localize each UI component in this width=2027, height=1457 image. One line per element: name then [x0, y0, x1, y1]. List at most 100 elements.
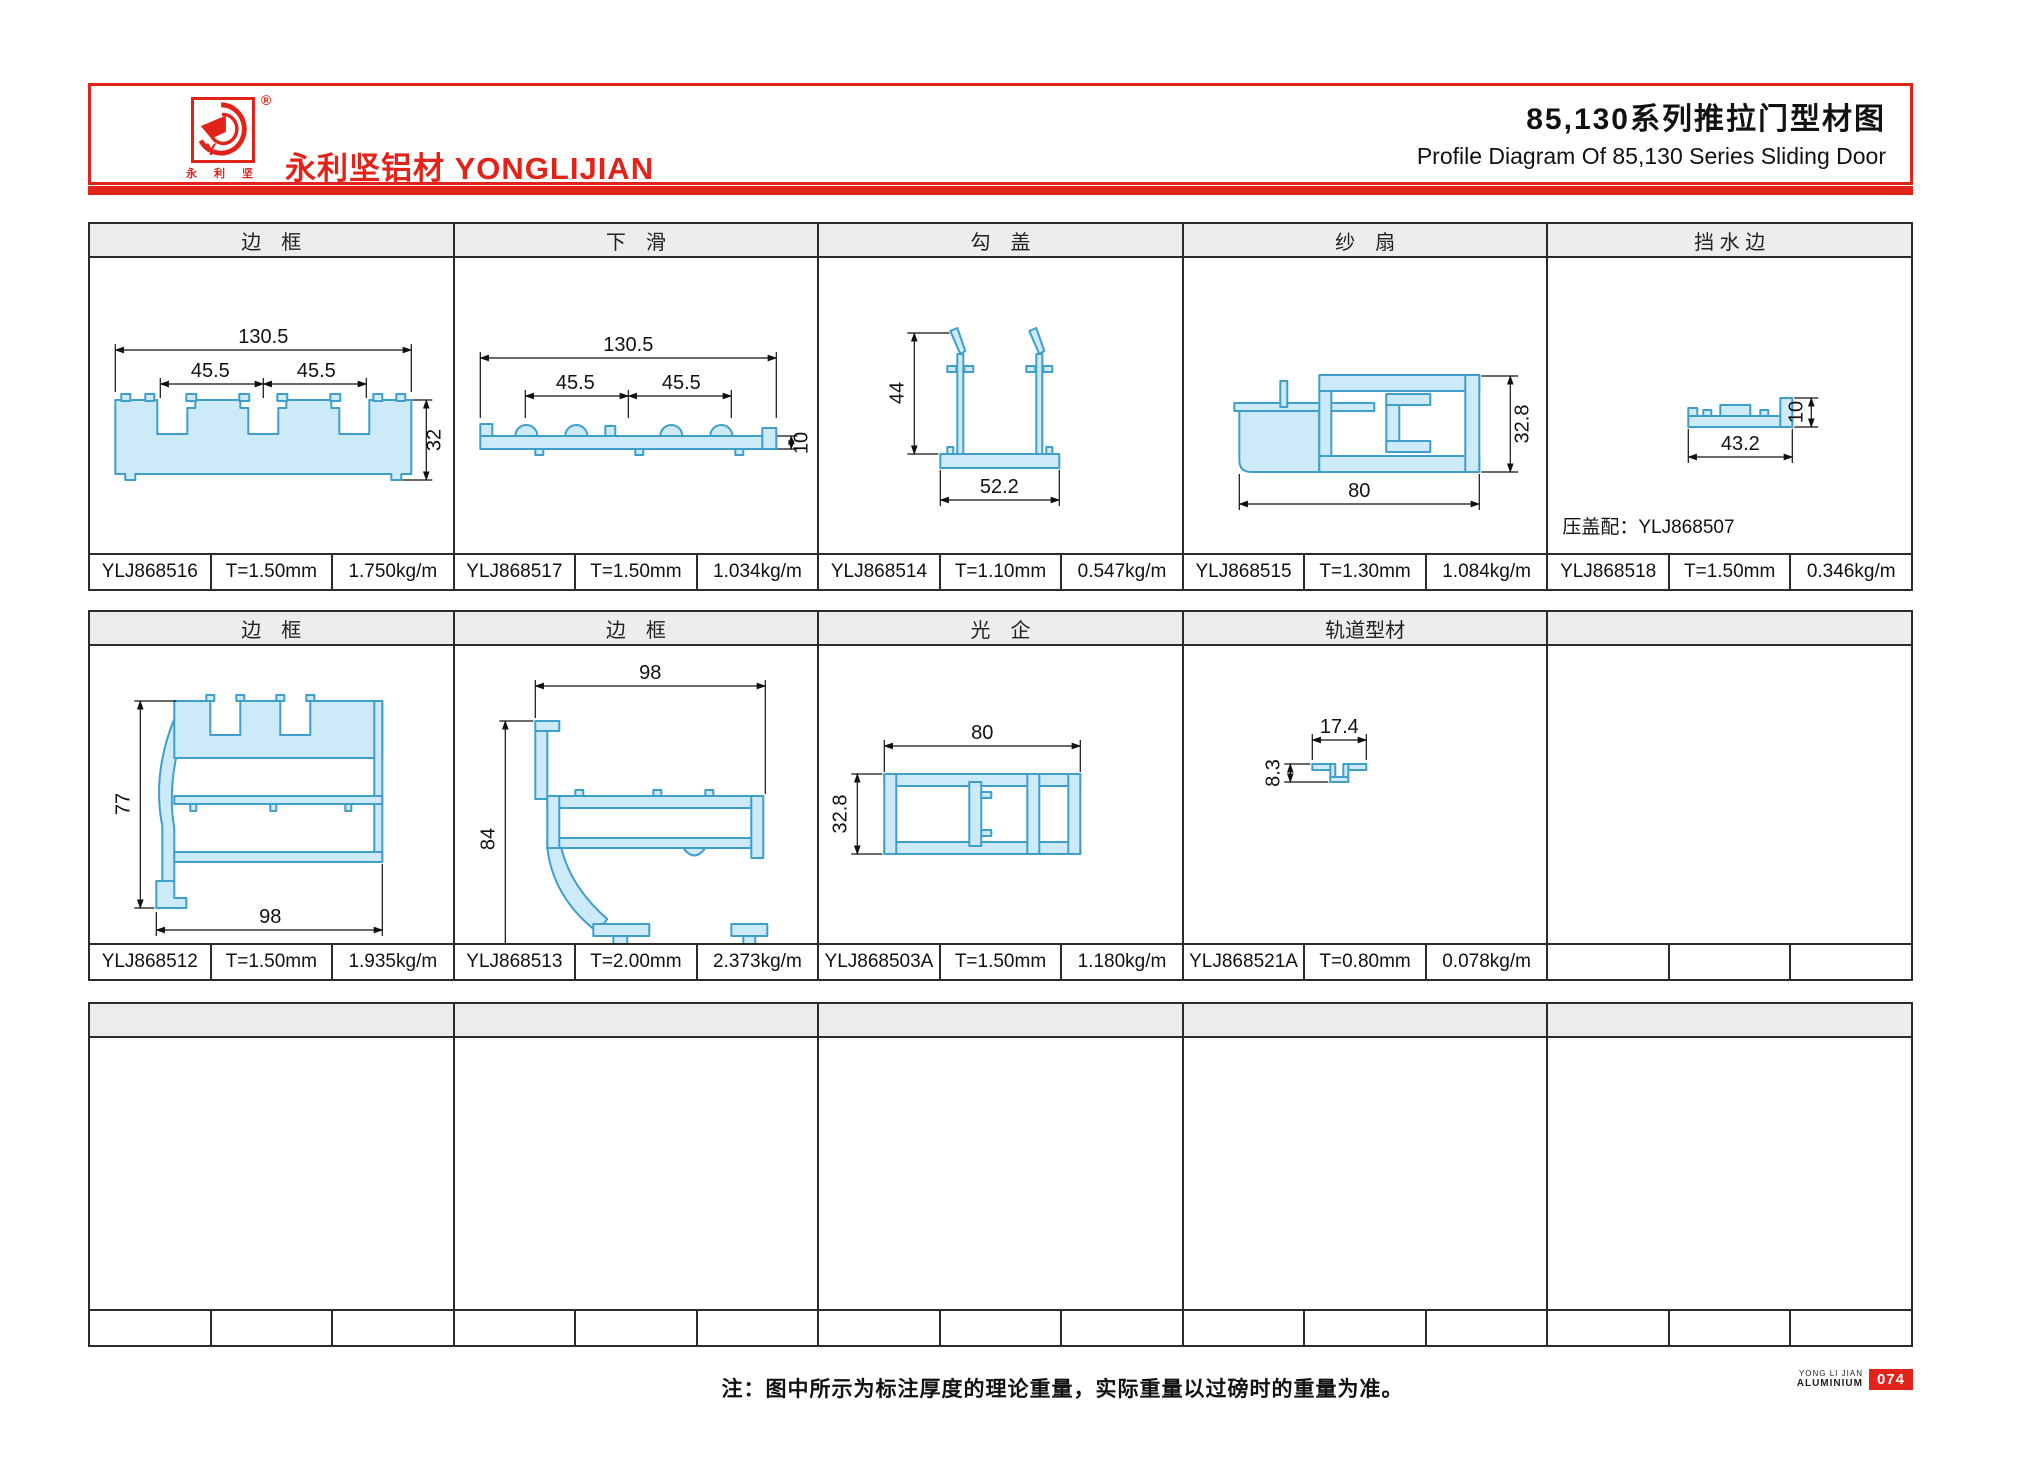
profile-data-row [1548, 1309, 1911, 1345]
weight [1060, 1311, 1182, 1345]
profile-drawing-YLJ868513: 98 84 [455, 646, 818, 943]
profile-drawing-YLJ868516: 130.5 45.5 45.5 32 [90, 258, 453, 553]
profile-data-row [90, 1309, 453, 1345]
profile-type-label: 挡 水 边 [1548, 224, 1911, 258]
empty-drawing-area [90, 1038, 453, 1309]
profile-cell-empty [90, 1004, 453, 1345]
dim-label: 10 [1786, 401, 1808, 423]
dim-label: 32.8 [1511, 405, 1533, 444]
profile-type-label [1183, 1004, 1547, 1038]
model-number [455, 1311, 575, 1345]
profile-drawing-YLJ868514: 44 52.2 [819, 258, 1182, 553]
profile-cell-YLJ868512: 边 框 77 98 [90, 612, 453, 979]
dim-label: 80 [1348, 480, 1370, 502]
thickness: T=1.50mm [574, 555, 696, 589]
weight: 1.034kg/m [695, 555, 818, 589]
footer-brand-block: YONG LI JIAN ALUMINIUM 074 [1797, 1369, 1913, 1390]
page-title-cn: 85,130系列推拉门型材图 [1526, 103, 1886, 136]
weight [1789, 945, 1911, 979]
profile-type-label [90, 1004, 453, 1038]
profile-cell-empty [817, 1004, 1182, 1345]
model-number: YLJ868521A [1189, 951, 1298, 972]
profile-type-label: 边 框 [90, 224, 453, 258]
model-number: YLJ868513 [466, 951, 563, 972]
dim-label: 80 [971, 722, 993, 744]
profile-data-row: YLJ868514 T=1.10mm 0.547kg/m [819, 553, 1182, 589]
thickness [1303, 1311, 1425, 1345]
profile-cell-YLJ868513: 边 框 98 [452, 612, 818, 979]
weight: 1.750kg/m [331, 555, 453, 589]
model-number: YLJ868518 [1560, 561, 1657, 582]
weight [331, 1311, 453, 1345]
model-number: YLJ868512 [101, 951, 198, 972]
thickness: T=1.50mm [209, 555, 332, 589]
dim-label: 84 [477, 828, 499, 850]
footer-brand-text: YONG LI JIAN ALUMINIUM [1796, 1369, 1863, 1390]
dim-label: 17.4 [1320, 716, 1359, 738]
model-number: YLJ868515 [1195, 561, 1292, 582]
dim-label: 43.2 [1721, 433, 1760, 455]
profile-type-label [454, 1004, 818, 1038]
model-number [90, 1311, 210, 1345]
footer-brand-line2: ALUMINIUM [1796, 1378, 1863, 1390]
profile-cell-YLJ868503A: 光 企 80 32.8 [817, 612, 1182, 979]
page-number-badge: 074 [1868, 1369, 1913, 1390]
thickness: T=2.00mm [574, 945, 696, 979]
profile-table-row2: 边 框 77 98 [88, 610, 1913, 981]
profile-drawing-YLJ868518: 43.2 10 压盖配：YLJ868507 [1548, 258, 1911, 553]
empty-drawing-area [819, 1038, 1182, 1309]
thickness: T=1.10mm [938, 555, 1061, 589]
dim-label: 77 [112, 793, 134, 815]
weight [695, 1311, 818, 1345]
thickness: T=1.50mm [209, 945, 332, 979]
model-number [1184, 1311, 1304, 1345]
profile-cell-YLJ868515: 纱 扇 32.8 8 [1181, 224, 1547, 589]
thickness [574, 1311, 696, 1345]
profile-type-label: 轨道型材 [1183, 612, 1547, 646]
profile-data-row: YLJ868517 T=1.50mm 1.034kg/m [454, 553, 818, 589]
profile-cell-YLJ868514: 勾 盖 44 52.2 YLJ868514 [817, 224, 1182, 589]
profile-type-label: 下 滑 [454, 224, 818, 258]
weight [1424, 1311, 1547, 1345]
page-title-en: Profile Diagram Of 85,130 Series Sliding… [1416, 143, 1886, 169]
page-title-block: 85,130系列推拉门型材图 Profile Diagram Of 85,130… [1417, 94, 1886, 170]
profile-data-row [819, 1309, 1182, 1345]
profile-type-label: 边 框 [90, 612, 453, 646]
weight: 0.078kg/m [1424, 945, 1547, 979]
weight: 1.084kg/m [1424, 555, 1547, 589]
profile-type-label: 边 框 [454, 612, 818, 646]
profile-data-row [1183, 1309, 1547, 1345]
thickness [1667, 1311, 1790, 1345]
dim-label: 98 [639, 662, 661, 684]
model-number: YLJ868516 [101, 561, 198, 582]
profile-type-label [819, 1004, 1182, 1038]
dim-label: 44 [886, 382, 908, 404]
header: Y ® 永 利 坚 永利坚铝材 YONGLIJIAN 85,130系列推拉门型材… [88, 83, 1913, 186]
weight: 2.373kg/m [695, 945, 818, 979]
thickness: T=1.30mm [1303, 555, 1425, 589]
empty-drawing-area [1548, 1038, 1911, 1309]
dim-label: 98 [259, 906, 281, 928]
dim-label: 45.5 [191, 360, 230, 382]
dim-label: 8.3 [1262, 759, 1284, 787]
profile-drawing-YLJ868517: 130.5 45.5 45.5 10 [455, 258, 818, 553]
dim-label: 52.2 [980, 476, 1019, 498]
profile-cell-YLJ868517: 下 滑 130.5 45.5 45.5 [452, 224, 818, 589]
model-number: YLJ868517 [466, 561, 563, 582]
profile-type-label: 光 企 [819, 612, 1182, 646]
weight: 1.180kg/m [1060, 945, 1182, 979]
profile-table-row1: 边 框 130.5 45.5 45.5 [88, 222, 1913, 591]
profile-cell-YLJ868516: 边 框 130.5 45.5 45.5 [90, 224, 453, 589]
registered-mark: ® [261, 92, 272, 108]
model-number [1548, 945, 1668, 979]
thickness [1667, 945, 1790, 979]
model-number [1548, 1311, 1668, 1345]
profile-data-row: YLJ868503A T=1.50mm 1.180kg/m [819, 943, 1182, 979]
logo-swirl-icon: Y [198, 102, 247, 159]
profile-data-row: YLJ868518 T=1.50mm 0.346kg/m [1548, 553, 1911, 589]
dim-label: 32 [423, 429, 445, 451]
dim-label: 130.5 [238, 326, 288, 348]
model-number: YLJ868503A [824, 951, 934, 972]
profile-cell-YLJ868521A: 轨道型材 17.4 8.3 YLJ868521A T [1181, 612, 1547, 979]
profile-table-row3 [88, 1002, 1913, 1347]
